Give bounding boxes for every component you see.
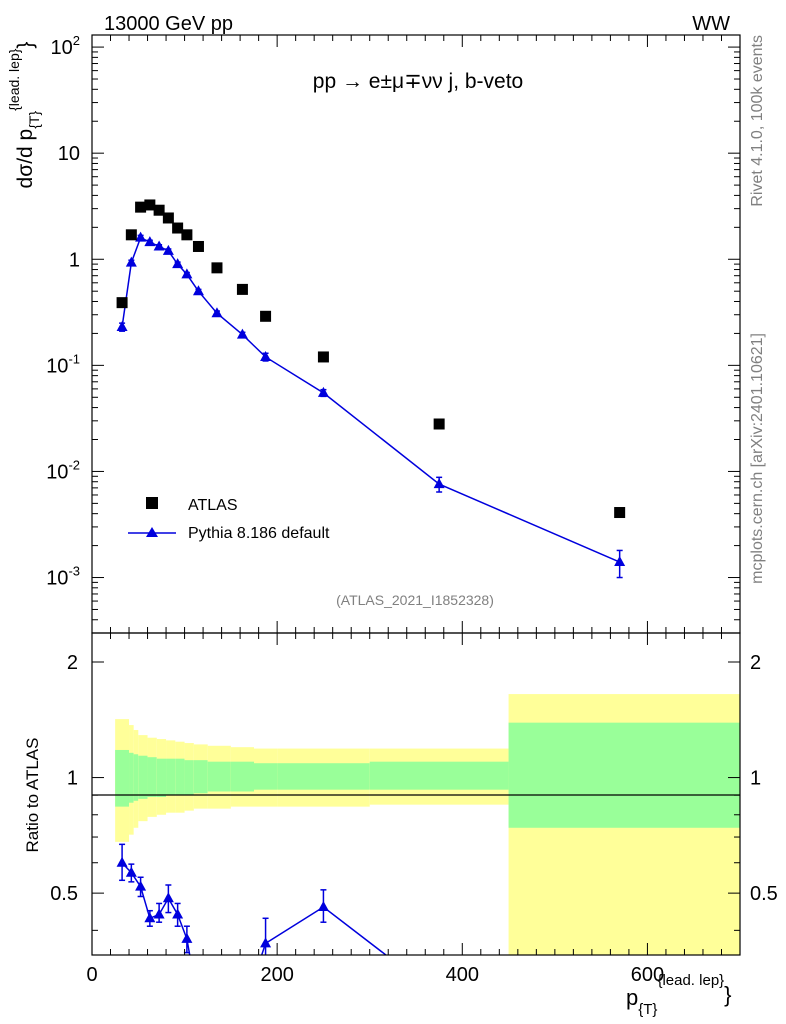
main-y-tick-label: 10-2 xyxy=(46,457,80,483)
band-inner-bin xyxy=(156,758,167,797)
atlas-point xyxy=(162,212,174,224)
ratio-y-tick-label-right: 2 xyxy=(750,652,761,674)
band-inner-bin xyxy=(138,755,148,799)
ratio-y-tick-label-right: 1 xyxy=(750,768,761,790)
legend-atlas-label: ATLAS xyxy=(188,497,238,514)
atlas-point xyxy=(153,204,165,216)
ratio-y-tick-label-left: 2 xyxy=(67,652,78,674)
ratio-point xyxy=(181,932,193,943)
band-inner-bin xyxy=(508,722,740,828)
band-inner-bin xyxy=(175,758,185,796)
ratio-panel-marks xyxy=(116,843,445,1000)
atlas-point xyxy=(172,222,184,234)
band-inner-bin xyxy=(230,761,254,792)
x-tick-label: 200 xyxy=(260,964,293,986)
atlas-point xyxy=(260,310,272,322)
band-inner-bin xyxy=(115,749,130,807)
pythia-point xyxy=(162,244,174,255)
ratio-point xyxy=(135,880,147,891)
pythia-point xyxy=(153,240,165,251)
ratio-point xyxy=(162,892,174,903)
ratio-series xyxy=(116,843,445,1000)
pythia-point xyxy=(144,236,156,247)
main-ylabel: dσ/d p{T}{lead. lep}} xyxy=(6,42,42,189)
main-panel-frame xyxy=(91,34,741,634)
rivet-version-label: Rivet 4.1.0, 100k events xyxy=(749,35,766,207)
atlas-point xyxy=(192,240,204,252)
pythia-point xyxy=(260,350,272,361)
legend-atlas-marker xyxy=(146,497,158,509)
ratio-point xyxy=(260,937,272,948)
pythia-point xyxy=(614,556,626,567)
pythia-point xyxy=(317,386,329,397)
main-y-tick-label: 10-1 xyxy=(46,351,80,377)
analysis-id: (ATLAS_2021_I1852328) xyxy=(336,592,494,608)
x-tick-label: 600 xyxy=(631,964,664,986)
pythia-point xyxy=(181,268,193,279)
band-inner-bin xyxy=(254,763,278,790)
pythia-point xyxy=(135,231,147,242)
atlas-point xyxy=(116,297,128,309)
x-tick-label: 400 xyxy=(446,964,479,986)
band-inner-bin xyxy=(184,760,194,796)
atlas-point xyxy=(211,262,223,274)
pythia-point xyxy=(172,258,184,269)
process-label: pp → e±μ∓νν j, b-veto xyxy=(313,70,523,93)
x-tick-label: 0 xyxy=(86,964,97,986)
band-inner-bin xyxy=(369,761,509,790)
process-tag: WW xyxy=(692,13,730,35)
band-inner-bin xyxy=(133,754,139,801)
pythia-point xyxy=(192,285,204,296)
atlas-point xyxy=(181,229,193,241)
legend-pythia-label: Pythia 8.186 default xyxy=(188,525,330,542)
main-y-tick-label: 1 xyxy=(69,249,80,271)
ratio-ylabel: Ratio to ATLAS xyxy=(23,738,42,853)
ratio-uncertainty-bands xyxy=(115,694,740,955)
ratio-point xyxy=(434,990,445,1000)
atlas-point xyxy=(614,507,626,519)
band-inner-bin xyxy=(193,760,208,794)
atlas-point xyxy=(236,283,248,295)
pythia-point xyxy=(125,256,137,267)
ratio-point xyxy=(172,908,184,919)
legend-pythia-marker xyxy=(146,527,158,537)
atlas-point xyxy=(144,199,156,211)
band-inner-bin xyxy=(147,757,157,797)
ratio-y-tick-label-right: 0.5 xyxy=(750,883,778,905)
ratio-line xyxy=(260,906,388,955)
pythia-point xyxy=(116,320,128,331)
band-inner-bin xyxy=(207,761,231,792)
ratio-point xyxy=(116,856,128,867)
main-y-tick-label: 10 xyxy=(58,143,80,165)
pythia-point xyxy=(433,478,445,489)
main-y-tick-label: 10-3 xyxy=(46,564,80,590)
pythia-point xyxy=(211,307,223,318)
atlas-point xyxy=(135,201,147,213)
ratio-point xyxy=(144,912,156,923)
mcplots-reference-label: mcplots.cern.ch [arXiv:2401.10621] xyxy=(749,333,766,584)
band-inner-bin xyxy=(277,763,370,790)
main-panel-marks xyxy=(116,199,626,579)
ratio-y-tick-label-left: 0.5 xyxy=(50,883,78,905)
energy-label: 13000 GeV pp xyxy=(104,13,233,35)
ratio-panel-frame xyxy=(91,632,741,956)
ratio-y-tick-label-left: 1 xyxy=(67,768,78,790)
ratio-point xyxy=(317,901,329,912)
atlas-point xyxy=(433,418,445,430)
svg-text:dσ/d p{T}{lead. lep}}: dσ/d p{T}{lead. lep}} xyxy=(6,42,42,189)
atlas-point xyxy=(125,229,137,241)
ratio-point xyxy=(125,866,137,877)
ratio-line xyxy=(121,862,191,955)
main-y-tick-label: 102 xyxy=(51,33,80,59)
legend: ATLAS Pythia 8.186 default xyxy=(128,497,330,542)
band-inner-bin xyxy=(166,758,176,796)
band-inner-bin xyxy=(129,752,134,803)
atlas-point xyxy=(317,351,329,363)
ratio-point xyxy=(153,908,165,919)
pythia-point xyxy=(236,328,248,339)
